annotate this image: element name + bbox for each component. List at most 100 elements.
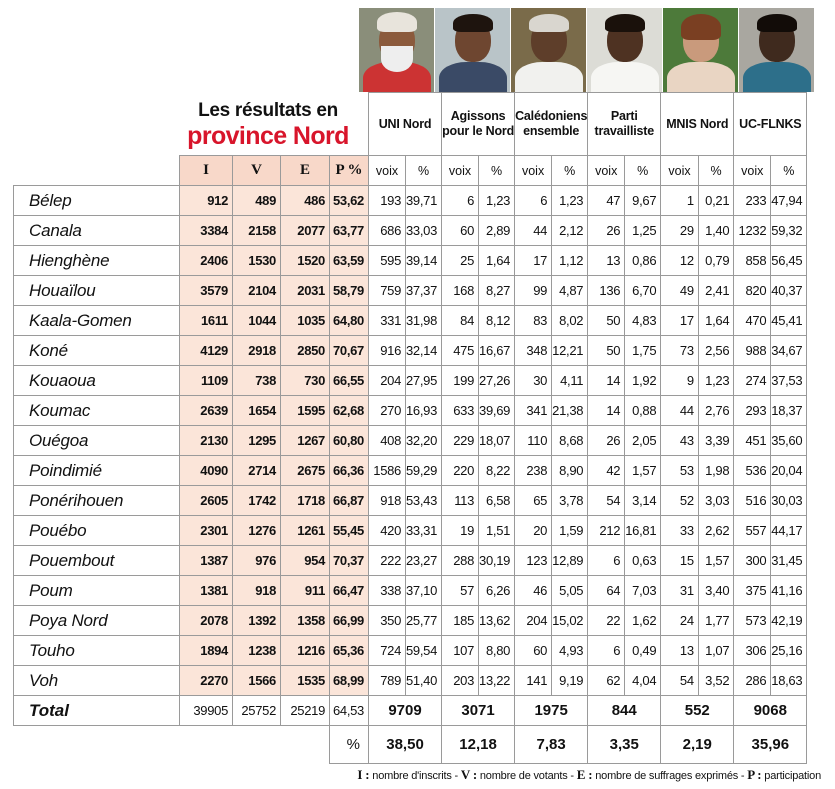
party-voix-value: 12 (660, 245, 699, 276)
party-voix-value: 19 (441, 515, 480, 546)
party-voix-value: 470 (733, 305, 772, 336)
party-percent-value: 25,77 (404, 605, 443, 636)
votants-value: 2158 (232, 215, 281, 246)
inscrits-value: 4090 (179, 455, 233, 486)
party-voix-value: 288 (441, 545, 480, 576)
col-header-voix: voix (733, 155, 772, 186)
total-label: Total (13, 695, 180, 726)
party-voix-value: 123 (514, 545, 553, 576)
party-voix-value: 988 (733, 335, 772, 366)
party-total-percent: 38,50 (367, 725, 443, 764)
table-row: Pouembout 1387 976 954 70,37 222 23,27 288 30,19… (13, 545, 808, 576)
party-percent-value: 2,76 (697, 395, 735, 426)
party-voix-value: 53 (660, 455, 699, 486)
votants-value: 1276 (232, 515, 281, 546)
party-voix-value: 31 (660, 575, 699, 606)
party-name: UNI Nord (367, 92, 443, 156)
party-percent-value: 2,62 (697, 515, 735, 546)
party-percent-value: 2,41 (697, 275, 735, 306)
party-percent-value: 8,80 (478, 635, 516, 666)
party-percent-value: 4,83 (624, 305, 662, 336)
party-percent-value: 1,07 (697, 635, 735, 666)
party-voix-value: 43 (660, 425, 699, 456)
party-percent-value: 12,21 (551, 335, 589, 366)
title-line-1: Les résultats en (198, 100, 338, 121)
party-percent-value: 1,51 (478, 515, 516, 546)
party-percent-value: 53,43 (404, 485, 443, 516)
party-percent-value: 13,62 (478, 605, 516, 636)
party-percent-value: 3,78 (551, 485, 589, 516)
exprimes-value: 1261 (280, 515, 330, 546)
legend-key-i: I : (357, 767, 370, 782)
party-voix-value: 168 (441, 275, 480, 306)
party-voix-value: 306 (733, 635, 772, 666)
party-percent-value: 35,60 (770, 425, 808, 456)
col-header-voix: voix (514, 155, 553, 186)
party-percent-value: 27,26 (478, 365, 516, 396)
inscrits-value: 3384 (179, 215, 233, 246)
commune-name: Kaala-Gomen (13, 305, 180, 336)
party-percent-value: 8,22 (478, 455, 516, 486)
participation-value: 66,47 (329, 575, 369, 606)
party-total-votes: 1975 (514, 695, 589, 726)
party-voix-value: 141 (514, 665, 553, 696)
commune-name: Touho (13, 635, 180, 666)
inscrits-value: 1381 (179, 575, 233, 606)
party-percent-value: 6,26 (478, 575, 516, 606)
party-percent-value: 1,59 (551, 515, 589, 546)
party-percent-value: 59,29 (404, 455, 443, 486)
party-voix-value: 49 (660, 275, 699, 306)
col-header-exprimes: E (280, 155, 330, 186)
legend-key-v: V : (460, 767, 477, 782)
party-percent-value: 1,98 (697, 455, 735, 486)
party-voix-value: 1586 (368, 455, 406, 486)
party-percent-value: 8,27 (478, 275, 516, 306)
inscrits-value: 4129 (179, 335, 233, 366)
legend-text-e: nombre de suffrages exprimés - (592, 770, 748, 782)
party-voix-value: 212 (587, 515, 626, 546)
party-voix-value: 820 (733, 275, 772, 306)
party-voix-value: 22 (587, 605, 626, 636)
party-voix-value: 199 (441, 365, 480, 396)
party-percent-value: 3,40 (697, 575, 735, 606)
party-percent-value: 51,40 (404, 665, 443, 696)
party-percent-value: 3,39 (697, 425, 735, 456)
party-percent-value: 27,95 (404, 365, 443, 396)
party-percent-value: 20,04 (770, 455, 808, 486)
party-percent-value: 40,37 (770, 275, 808, 306)
party-percent-value: 3,03 (697, 485, 735, 516)
commune-name: Poindimié (13, 455, 180, 486)
title-line-2: province Nord (187, 122, 349, 150)
commune-name: Hienghène (13, 245, 180, 276)
votants-value: 1295 (232, 425, 281, 456)
party-percent-value: 8,90 (551, 455, 589, 486)
legend-text-v: nombre de votants - (477, 770, 577, 782)
col-header-percent: % (770, 155, 808, 186)
party-voix-value: 13 (660, 635, 699, 666)
party-voix-value: 99 (514, 275, 553, 306)
party-percent-value: 41,16 (770, 575, 808, 606)
party-header-row: UNI Nord Agissons pour le Nord Calédonie… (14, 92, 808, 156)
party-voix-value: 13 (587, 245, 626, 276)
votants-value: 1566 (232, 665, 281, 696)
party-percent-value: 4,93 (551, 635, 589, 666)
party-percent-value: 45,41 (770, 305, 808, 336)
party-voix-value: 1232 (733, 215, 772, 246)
party-percent-value: 2,56 (697, 335, 735, 366)
party-voix-value: 65 (514, 485, 553, 516)
votants-value: 1238 (232, 635, 281, 666)
party-percent-value: 9,19 (551, 665, 589, 696)
table-title: Les résultats en province Nord (183, 100, 353, 151)
party-voix-value: 233 (733, 185, 772, 216)
party-voix-value: 52 (660, 485, 699, 516)
table-row: Touho 1894 1238 1216 65,36 724 59,54 107 8,80 60 4… (13, 635, 808, 666)
party-voix-value: 15 (660, 545, 699, 576)
legend-text-p: participation (761, 770, 821, 782)
participation-value: 70,67 (329, 335, 369, 366)
party-voix-value: 33 (660, 515, 699, 546)
party-voix-value: 759 (368, 275, 406, 306)
party-percent-value: 0,49 (624, 635, 662, 666)
votants-value: 1742 (232, 485, 281, 516)
party-percent-value: 31,45 (770, 545, 808, 576)
percent-row-label: % (329, 725, 369, 764)
